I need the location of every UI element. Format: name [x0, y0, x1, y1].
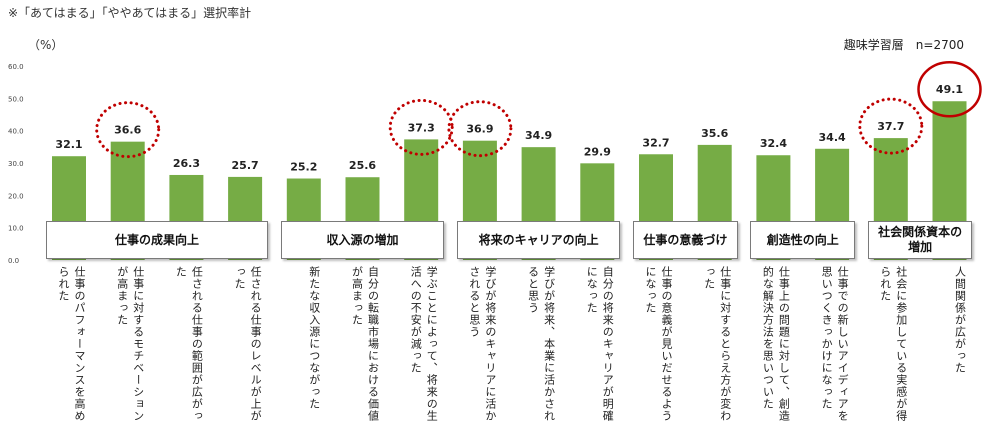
category-label: 仕事上の問題に対して、創造的な解決方法を思いついた — [761, 266, 791, 422]
data-label: 36.9 — [466, 123, 493, 136]
highlight-circle — [858, 97, 924, 155]
data-label: 37.3 — [408, 121, 435, 134]
category-label: 学ぶことによって、将来の生活への不安が減った — [409, 266, 439, 422]
data-label: 32.1 — [55, 138, 82, 151]
data-label: 25.2 — [290, 161, 317, 174]
data-label: 29.9 — [584, 145, 611, 158]
y-tick-label: 20.0 — [8, 192, 24, 200]
category-label: 仕事に対するモチベーションが高まった — [115, 266, 145, 422]
y-tick-label: 0.0 — [8, 257, 19, 265]
data-label: 36.6 — [114, 124, 141, 137]
data-label: 49.1 — [936, 83, 963, 96]
group-label-box: 創造性の向上 — [750, 221, 856, 259]
data-label: 26.3 — [173, 157, 200, 170]
category-label: 任される仕事のレベルが上がった — [233, 266, 263, 422]
category-label: 学びが将来のキャリアに活かされると思う — [467, 266, 497, 422]
group-label-box: 将来のキャリアの向上 — [456, 221, 621, 259]
category-label: 人間関係が広がった — [953, 266, 967, 374]
sample-size: 趣味学習層 n=2700 — [843, 38, 964, 52]
y-tick-label: 30.0 — [8, 160, 24, 168]
data-label: 35.6 — [701, 127, 728, 140]
category-label: 新たな収入源につながった — [307, 266, 321, 410]
y-tick-label: 10.0 — [8, 225, 24, 233]
y-axis-unit: （%） — [28, 38, 64, 52]
y-tick-label: 60.0 — [8, 63, 24, 71]
group-label-box: 仕事の成果向上 — [46, 221, 269, 259]
category-label: 学びが将来、本業に活かされると思う — [526, 266, 556, 422]
group-label-box: 収入源の増加 — [280, 221, 445, 259]
data-label: 25.6 — [349, 159, 376, 172]
data-label: 37.7 — [877, 120, 904, 133]
category-label: 社会に参加している実感が得られた — [878, 266, 908, 422]
highlight-circle — [388, 98, 454, 156]
category-label: 仕事のパフォーマンスを高められた — [57, 266, 86, 422]
highlight-circle — [447, 100, 513, 158]
data-label: 34.4 — [819, 131, 846, 144]
data-label: 32.7 — [642, 136, 669, 149]
category-label: 任される仕事の範囲が広がった — [174, 266, 204, 422]
category-label: 仕事での新しいアイディアを思いつくきっかけになった — [820, 266, 850, 422]
highlight-circle — [917, 60, 982, 118]
y-tick-label: 40.0 — [8, 128, 24, 136]
category-label: 仕事の意義が見いだせるようになった — [644, 266, 673, 422]
category-label: 自分の将来のキャリアが明確になった — [585, 266, 615, 422]
footnote: ※「あてはまる」「ややあてはまる」選択率計 — [8, 6, 252, 20]
category-label: 自分の転職市場における価値が高まった — [350, 266, 380, 422]
highlight-circle — [95, 101, 161, 159]
category-label: 仕事に対するとらえ方が変わった — [702, 266, 732, 422]
data-label: 34.9 — [525, 129, 552, 142]
group-label-box: 社会関係資本の増加 — [867, 221, 973, 259]
data-label: 32.4 — [760, 137, 787, 150]
data-label: 25.7 — [232, 159, 259, 172]
group-label-box: 仕事の意義づけ — [633, 221, 738, 259]
y-tick-label: 50.0 — [8, 95, 24, 103]
